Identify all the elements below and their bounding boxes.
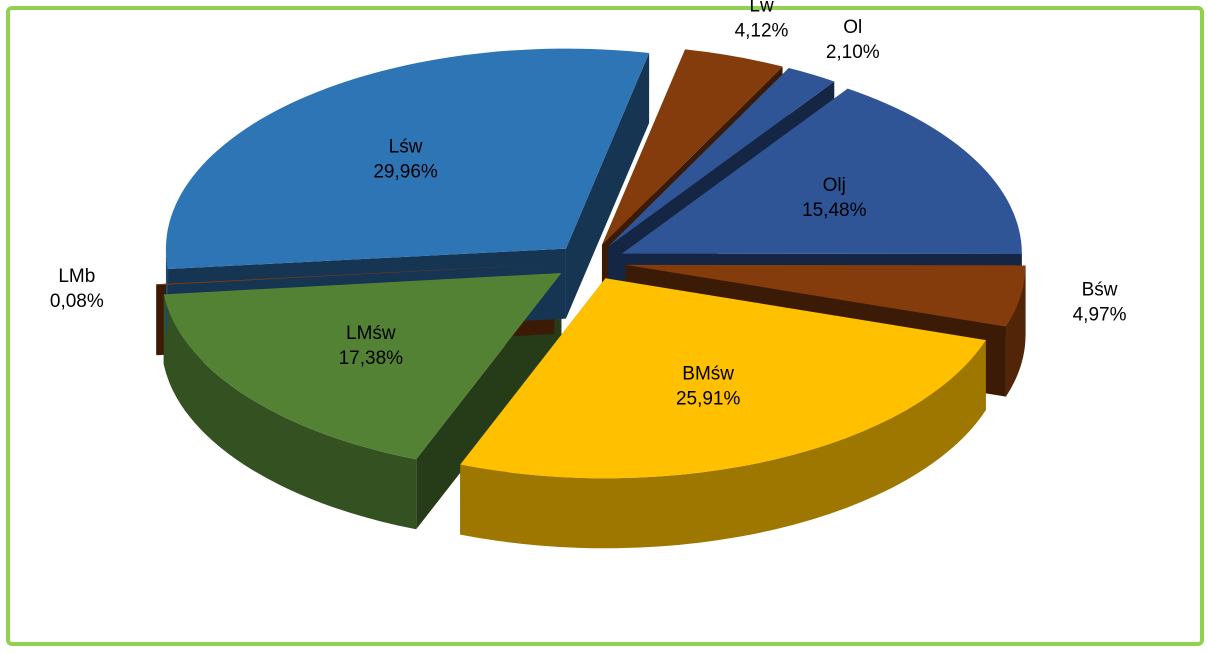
value-label: 0,08% xyxy=(50,291,104,312)
value-label: 17,38% xyxy=(339,348,404,369)
value-label: 4,12% xyxy=(735,21,789,42)
value-label: 29,96% xyxy=(373,161,438,182)
value-label: 25,91% xyxy=(676,389,741,410)
category-label: LMb xyxy=(58,266,95,287)
category-label: Olj xyxy=(823,175,846,196)
category-label: Lśw xyxy=(389,136,423,157)
value-label: 2,10% xyxy=(826,42,880,63)
value-label: 4,97% xyxy=(1073,305,1127,326)
category-label: BMśw xyxy=(682,364,734,385)
category-label: Lw xyxy=(749,0,774,17)
category-label: Ol xyxy=(843,17,862,38)
category-label: LMśw xyxy=(346,323,396,344)
value-label: 15,48% xyxy=(802,200,867,221)
category-label: Bśw xyxy=(1082,280,1118,301)
